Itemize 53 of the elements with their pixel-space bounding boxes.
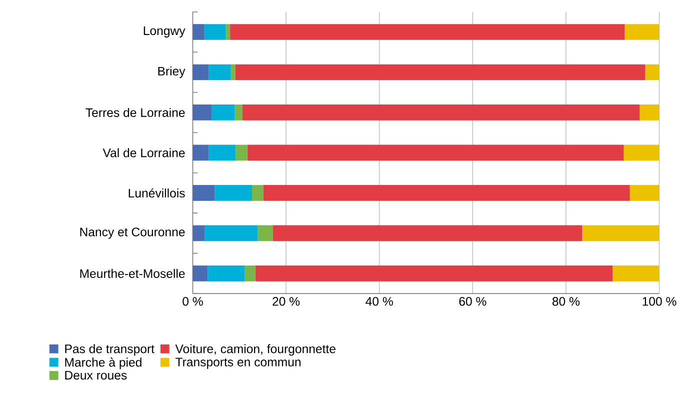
bar	[255, 265, 613, 282]
bar	[192, 144, 209, 161]
y-tick-label: Terres de Lorraine	[86, 108, 185, 117]
bar	[230, 24, 625, 40]
bar	[204, 225, 258, 241]
bar	[236, 144, 248, 161]
bar	[214, 184, 252, 201]
bar	[234, 104, 242, 120]
x-tick-label: 0 %	[182, 296, 203, 306]
bar	[263, 184, 630, 201]
bar	[192, 104, 212, 120]
bar	[235, 64, 646, 80]
bar	[630, 184, 660, 201]
y-tick-label: Longwy	[144, 26, 186, 38]
legend-label: Marche à pied	[65, 357, 142, 370]
bar	[204, 24, 226, 40]
x-tick-label: 60 %	[459, 296, 486, 306]
y-tick-label: Briey	[158, 66, 186, 78]
y-tick-label: Lunévillois	[128, 188, 185, 198]
bar	[192, 64, 209, 80]
bar	[272, 225, 582, 241]
bar	[640, 104, 660, 120]
legend-label: Transports en commun	[176, 358, 301, 369]
x-tick-label: 80 %	[552, 296, 580, 306]
bar	[258, 225, 273, 241]
bar	[208, 265, 245, 282]
bar	[208, 64, 231, 80]
legend-label: Deux roues	[65, 370, 127, 380]
bar	[192, 265, 208, 282]
bar	[212, 104, 235, 120]
bar	[612, 265, 660, 282]
x-tick-label: 100 %	[642, 296, 676, 306]
bar	[645, 64, 660, 80]
y-tick-label: Val de Lorraine	[102, 148, 185, 158]
bar	[226, 24, 230, 40]
bar	[192, 184, 215, 201]
bar	[624, 24, 660, 40]
bar	[244, 265, 256, 282]
bar	[230, 64, 236, 80]
bar	[192, 24, 204, 40]
y-tick-label: Meurthe-et-Moselle	[80, 268, 185, 278]
legend-label: Voiture, camion, fourgonnette	[175, 344, 336, 356]
y-tick-label: Nancy et Couronne	[80, 228, 185, 239]
x-tick-label: 20 %	[272, 296, 300, 306]
x-tick-label: 40 %	[366, 296, 393, 306]
bar	[247, 144, 624, 161]
legend-label: Pas de transport	[65, 344, 154, 356]
bar	[192, 225, 205, 241]
bar	[242, 104, 640, 120]
bar	[252, 184, 264, 201]
bar	[582, 225, 660, 241]
bar	[624, 144, 660, 161]
bar	[208, 144, 236, 161]
